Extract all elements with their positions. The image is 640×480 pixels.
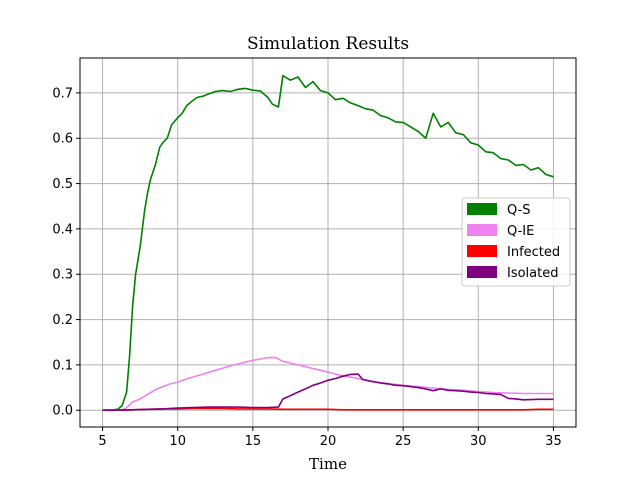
legend-label-q-ie: Q-IE xyxy=(507,224,534,239)
x-tick-label: 10 xyxy=(169,434,186,449)
x-tick-label: 20 xyxy=(320,434,337,449)
legend: Q-S Q-IE Infected Isolated xyxy=(461,197,571,287)
y-tick-label: 0.7 xyxy=(52,86,73,101)
series-layer xyxy=(102,74,554,411)
legend-label-q-s: Q-S xyxy=(507,203,531,218)
legend-label-infected: Infected xyxy=(507,245,560,260)
series-line-infected xyxy=(102,407,554,411)
legend-swatch-q-s xyxy=(467,203,497,215)
y-tick-label: 0.0 xyxy=(52,404,73,419)
legend-label-isolated: Isolated xyxy=(507,266,559,281)
y-axis: 0.0 0.1 0.2 0.3 0.4 0.5 0.6 0.7 xyxy=(52,86,80,419)
series-line-q-ie xyxy=(102,356,554,411)
y-tick-label: 0.1 xyxy=(52,358,73,373)
y-tick-label: 0.2 xyxy=(52,313,73,328)
y-tick-label: 0.5 xyxy=(52,177,73,192)
legend-swatch-q-ie xyxy=(467,224,497,236)
x-axis: 5 10 15 20 25 30 35 xyxy=(98,427,562,449)
y-tick-label: 0.4 xyxy=(52,222,73,237)
chart-title: Simulation Results xyxy=(247,34,409,54)
x-tick-label: 35 xyxy=(545,434,562,449)
x-tick-label: 15 xyxy=(245,434,262,449)
y-tick-label: 0.3 xyxy=(52,268,73,283)
x-tick-label: 30 xyxy=(470,434,487,449)
x-axis-label: Time xyxy=(309,455,347,473)
x-tick-label: 25 xyxy=(395,434,412,449)
series-line-q-s xyxy=(102,74,554,411)
x-tick-label: 5 xyxy=(98,434,106,449)
legend-box xyxy=(461,197,571,287)
legend-swatch-infected xyxy=(467,245,497,257)
legend-swatch-isolated xyxy=(467,266,497,278)
y-tick-label: 0.6 xyxy=(52,132,73,147)
series-line-isolated xyxy=(102,373,554,411)
